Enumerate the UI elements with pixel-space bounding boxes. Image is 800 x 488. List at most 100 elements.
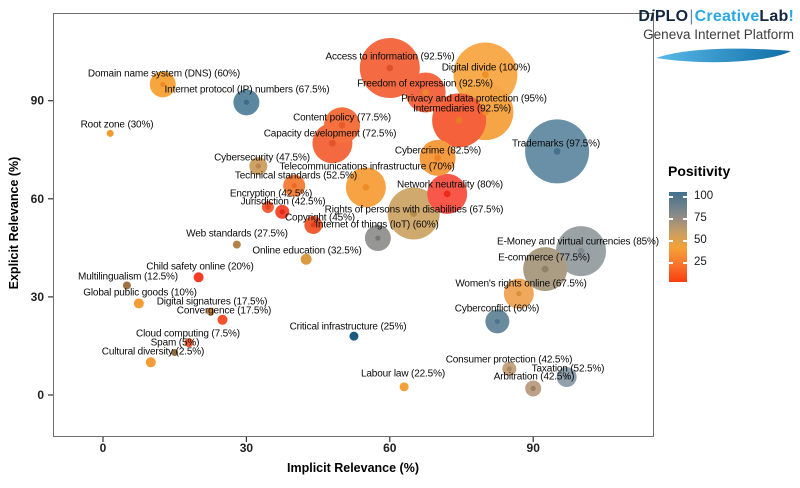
- bubble: [300, 253, 312, 265]
- bubble-label: Taxation (52.5%): [532, 364, 605, 375]
- bubble-label: Telecommunications infrastructure (70%): [279, 162, 454, 173]
- bubble-label: Trademarks (97.5%): [512, 139, 600, 150]
- bubble-label: Consumer protection (42.5%): [446, 355, 573, 366]
- plot-panel-border: [53, 13, 654, 437]
- bubble-center-dot: [564, 374, 570, 380]
- colorbar-tick-label: 100: [694, 190, 714, 202]
- logo-exclamation: !: [788, 8, 794, 25]
- bubble-label: Cyberconflict (60%): [455, 304, 539, 315]
- bubble-label: Women's rights online (67.5%): [455, 279, 586, 290]
- bubble-label: Access to information (92.5%): [325, 52, 454, 63]
- bubble-center-dot: [541, 265, 549, 273]
- bubble: [206, 307, 215, 316]
- colorbar-tick-label: 75: [694, 212, 707, 224]
- bubble-label: Child safety online (20%): [146, 262, 253, 273]
- bubble-label: Privacy and data protection (95%): [401, 94, 547, 105]
- bubble-center-dot: [310, 222, 316, 228]
- bubble-center-dot: [329, 139, 336, 147]
- colorbar-tick: [669, 196, 673, 198]
- bubble-label: Jurisdiction (42.5%): [241, 197, 326, 208]
- bubble-center-dot: [482, 71, 489, 78]
- bubble-label: Encryption (42.5%): [230, 189, 312, 200]
- bubble: [217, 314, 228, 325]
- bubble: [184, 338, 194, 348]
- y-tick-label: 0: [37, 388, 44, 402]
- y-axis-title: Explicit Relevance (%): [7, 156, 21, 290]
- bubble-center-dot: [362, 183, 370, 191]
- colorbar-tick: [683, 218, 687, 220]
- bubble-label: Convergence (17.5%): [177, 306, 271, 317]
- bubble-label: Cloud computing (7.5%): [136, 329, 240, 340]
- logo-separator: |: [689, 8, 694, 25]
- bubble-label: Domain name system (DNS) (60%): [88, 69, 240, 80]
- colorbar-tick-label: 25: [694, 256, 707, 268]
- bubble: [106, 129, 114, 137]
- bubble-center-dot: [577, 247, 585, 255]
- bubble-label: Digital signatures (17.5%): [157, 297, 268, 308]
- x-tick-label: 60: [383, 441, 397, 455]
- bubble-center-dot: [455, 116, 463, 124]
- bubble-label: Internet of things (IoT) (60%): [315, 220, 438, 231]
- bubble-center-dot: [338, 121, 346, 129]
- bubble-label: Spam (5%): [151, 338, 200, 349]
- bubble-center-dot: [422, 89, 430, 96]
- positivity-colorbar: [669, 192, 687, 282]
- bubble-label: Global public goods (10%): [83, 288, 197, 299]
- bubble: [232, 240, 241, 249]
- x-axis-title: Implicit Relevance (%): [287, 461, 419, 475]
- logo-creative: Creative: [694, 8, 760, 25]
- bubble-label: Technical standards (52.5%): [235, 171, 357, 182]
- y-tick-label: 60: [31, 192, 45, 206]
- colorbar-tick: [683, 262, 687, 264]
- y-tick-label: 90: [31, 94, 45, 108]
- bubble-label: Cybersecurity (47.5%): [214, 153, 310, 164]
- bubble-label: Root zone (30%): [81, 120, 154, 131]
- bubble-label: Content policy (77.5%): [293, 113, 391, 124]
- bubble-center-dot: [375, 235, 381, 241]
- bubble-center-dot: [386, 64, 394, 72]
- colorbar-tick: [683, 240, 687, 242]
- bubble: [349, 331, 359, 341]
- x-tick-label: 30: [240, 441, 254, 455]
- bubble-label: Critical infrastructure (25%): [290, 322, 407, 333]
- bubble-center-dot: [265, 204, 271, 210]
- bubble-label: Cultural diversity (2.5%): [102, 347, 204, 358]
- logo-i: i: [650, 8, 655, 25]
- logo-d: D: [638, 8, 651, 25]
- bubble-center-dot: [516, 291, 522, 297]
- colorbar-tick: [683, 196, 687, 198]
- bubble: [122, 281, 131, 290]
- bubble-label: Cybercrime (82.5%): [395, 146, 481, 157]
- bubble-center-dot: [279, 209, 285, 215]
- bubble-label: Multilingualism (12.5%): [78, 272, 178, 283]
- bubble-label: E-commerce (77.5%): [498, 253, 590, 264]
- bubble-center-dot: [530, 385, 536, 392]
- logo-swoosh-icon: [656, 48, 791, 63]
- diplo-creativelab-logo: DiPLO|CreativeLab! Geneva Internet Platf…: [594, 8, 794, 72]
- x-tick-label: 0: [100, 441, 107, 455]
- bubble-center-dot: [482, 108, 489, 116]
- bubble-center-dot: [506, 366, 512, 372]
- bubble: [399, 382, 409, 392]
- colorbar-tick: [669, 240, 673, 242]
- bubble-center-dot: [494, 318, 500, 325]
- bubble-label: Online education (32.5%): [252, 246, 361, 257]
- bubble-label: Intermediaries (92.5%): [413, 104, 511, 115]
- bubble: [171, 348, 179, 356]
- bubble: [145, 357, 156, 368]
- bubble-label: Web standards (27.5%): [186, 229, 288, 240]
- bubble-label: E-Money and virtual currencies (85%): [497, 237, 659, 248]
- bubble-center-dot: [291, 183, 297, 189]
- bubble: [133, 298, 144, 309]
- bubble-label: Capacity development (72.5%): [264, 129, 397, 140]
- bubble-label: Digital divide (100%): [442, 63, 531, 74]
- bubble-label: Labour law (22.5%): [361, 369, 445, 380]
- bubble-label: Internet protocol (IP) numbers (67.5%): [165, 85, 330, 96]
- bubble-label: Rights of persons with disabilities (67.…: [325, 205, 504, 216]
- bubble-center-dot: [243, 99, 249, 105]
- logo-wordmark: DiPLO|CreativeLab!: [594, 8, 794, 26]
- logo-lab: Lab: [759, 8, 789, 25]
- bubble-label: Arbitration (42.5%): [494, 372, 575, 383]
